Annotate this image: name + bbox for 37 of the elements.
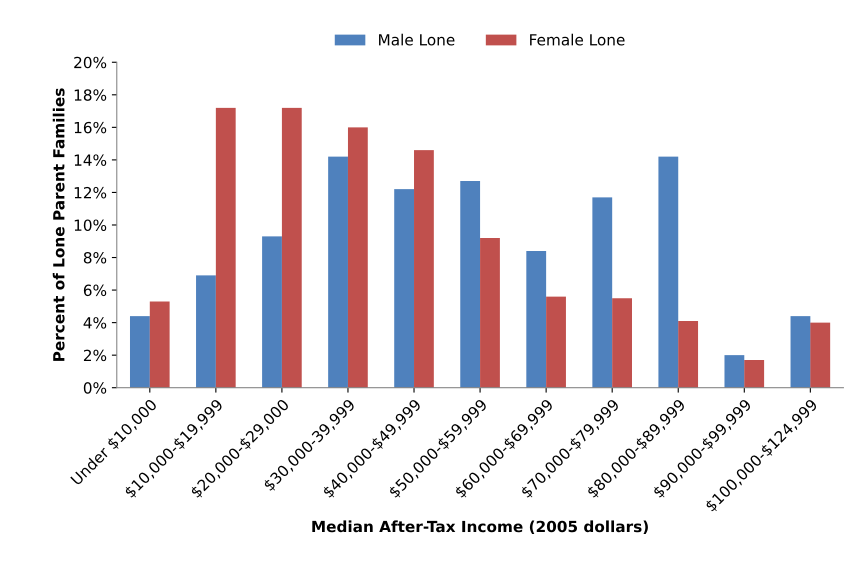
bar [678,320,698,388]
bar [216,108,236,388]
bar [414,150,434,388]
bar [592,197,612,388]
bar [658,156,678,388]
y-tick-label: 2% [84,350,106,362]
y-axis-title: Percent of Lone Parent Families [52,88,65,361]
bar [790,316,810,388]
bar [262,236,282,388]
legend-label: Male Lone [379,34,454,46]
bar [282,108,302,388]
legend-label: Female Lone [530,34,625,46]
y-tick-label: 6% [84,284,106,296]
y-tick-label: 18% [74,89,106,101]
y-tick-label: 14% [74,154,106,166]
bar [480,238,500,388]
y-tick-label: 0% [84,382,106,394]
y-tick-label: 16% [74,122,106,134]
bar [612,298,632,388]
bar [460,181,480,388]
bar [150,301,170,388]
y-tick-label: 4% [84,317,106,329]
bar [196,275,216,388]
bar [744,360,764,388]
bar [328,156,348,388]
x-axis-title: Median After-Tax Income (2005 dollars) [312,520,648,534]
y-tick-label: 8% [84,252,106,264]
y-tick-label: 10% [74,219,106,232]
bar [724,355,744,388]
y-tick-label: 20% [74,56,106,68]
bar [394,189,414,388]
bar [546,296,566,388]
bar [130,316,150,388]
bar [810,322,830,388]
y-tick-label: 12% [74,186,106,198]
bar [348,127,368,388]
bar [526,251,546,388]
